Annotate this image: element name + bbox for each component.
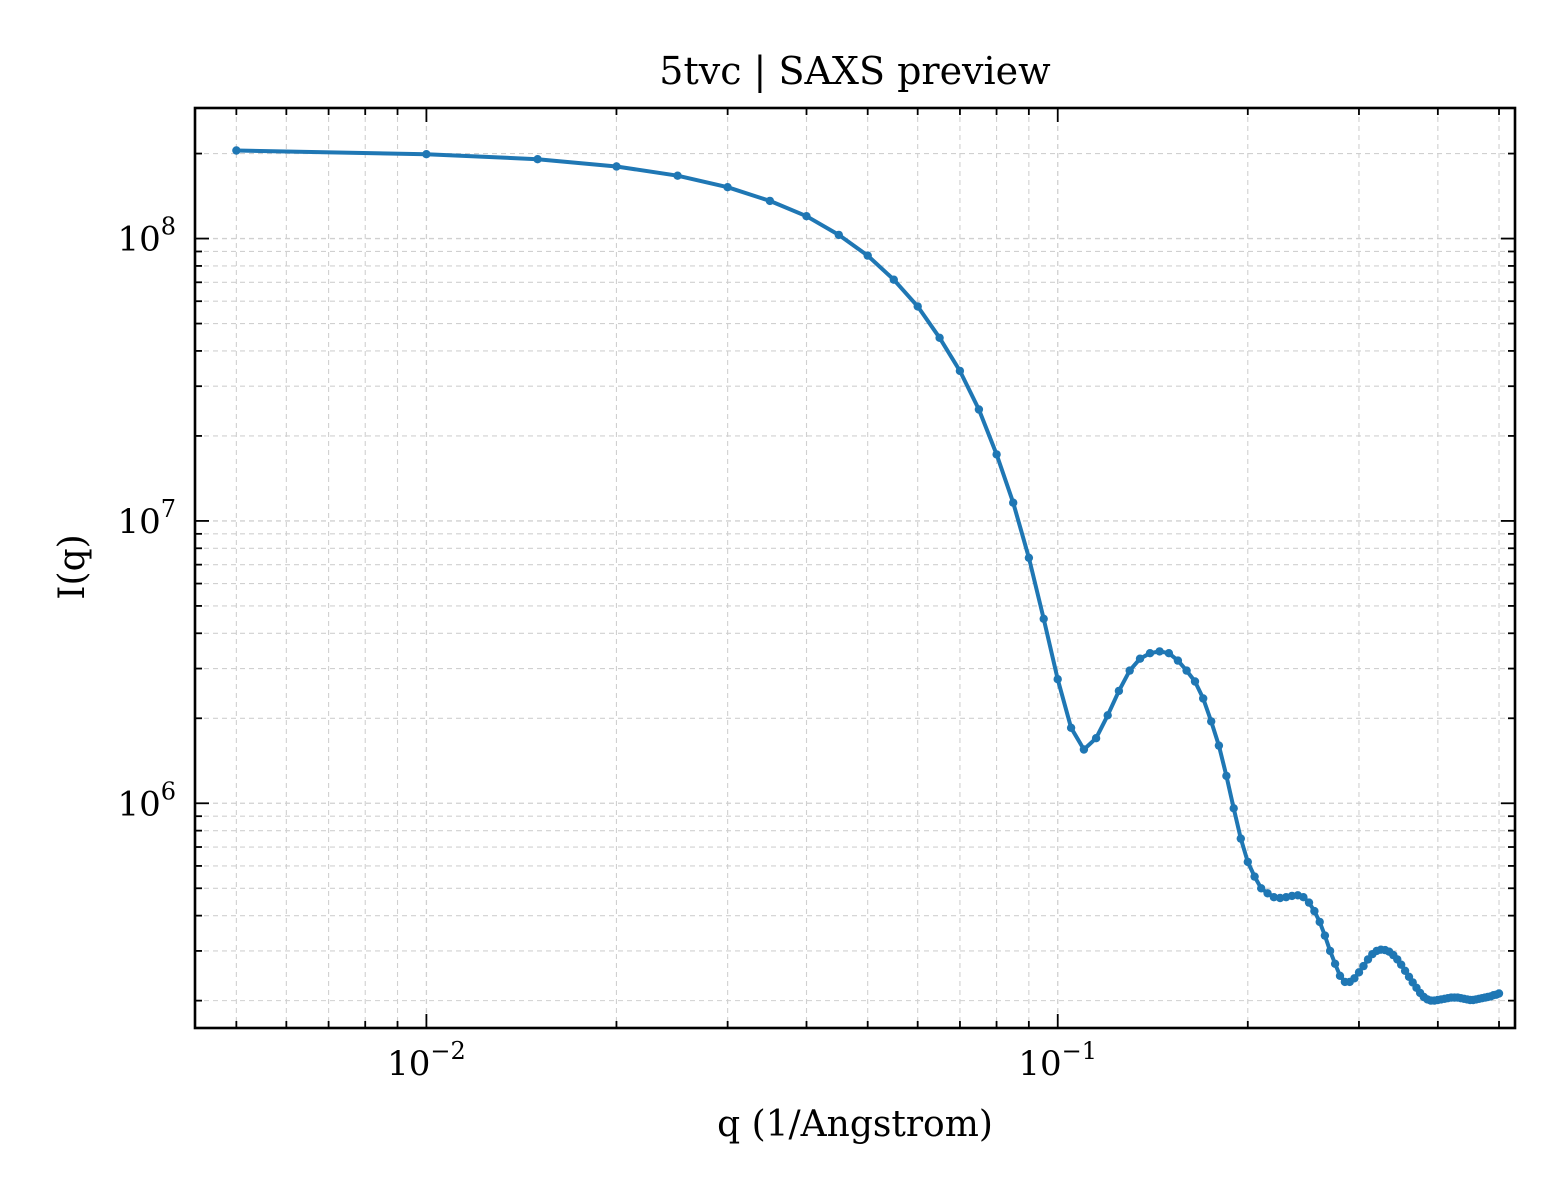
data-point	[1125, 666, 1134, 675]
data-point	[913, 302, 922, 311]
data-point	[1263, 889, 1272, 898]
data-point	[955, 366, 965, 376]
data-point	[889, 275, 898, 284]
data-point	[1009, 498, 1018, 507]
major-grid	[195, 108, 1515, 1028]
data-point	[1214, 741, 1224, 750]
x-tick-label: 10−1	[1018, 1037, 1097, 1084]
y-tick-label: 108	[117, 213, 176, 260]
y-axis-label: I(q)	[52, 534, 93, 599]
data-point	[1039, 614, 1048, 623]
minor-grid	[195, 108, 1515, 1028]
data-point	[1199, 694, 1208, 703]
data-point	[1173, 656, 1183, 665]
data-point	[1103, 711, 1112, 720]
data-point	[612, 162, 621, 171]
data-point	[1299, 893, 1308, 902]
data-point	[1164, 649, 1174, 658]
data-point	[1190, 677, 1200, 686]
chart-title: 5tvc | SAXS preview	[659, 49, 1051, 93]
data-point	[802, 212, 811, 221]
y-tick-label: 106	[117, 777, 176, 824]
data-point	[1155, 647, 1164, 656]
data-point	[1257, 884, 1266, 893]
data-point	[1207, 717, 1216, 726]
data-point	[834, 230, 843, 240]
data-point	[673, 171, 682, 180]
data-point	[1243, 857, 1253, 867]
data-point	[1320, 931, 1330, 940]
data-point	[1053, 675, 1062, 684]
data-point	[1400, 966, 1410, 975]
data-point	[1145, 649, 1155, 658]
data-point	[1397, 960, 1406, 969]
data-point	[1236, 834, 1246, 843]
data-point	[533, 155, 542, 164]
data-point	[765, 196, 775, 206]
data-point	[1222, 771, 1231, 781]
data-point	[1325, 946, 1335, 956]
data-point	[1354, 968, 1364, 977]
data-point	[1494, 989, 1504, 998]
x-tick-label: 10−2	[387, 1037, 466, 1084]
data-point	[974, 405, 984, 414]
data-point	[1310, 906, 1319, 916]
data-point	[863, 251, 872, 260]
data-point	[1182, 666, 1191, 675]
data-point	[1315, 917, 1324, 927]
data-point	[723, 183, 732, 192]
data-point	[1359, 961, 1368, 971]
data-point	[1091, 734, 1101, 743]
data-point	[1350, 974, 1359, 983]
data-point	[992, 450, 1001, 459]
data-point	[1330, 959, 1340, 968]
tick-labels: 10−2 10−1 106 107 108	[117, 213, 1097, 1084]
data-point	[1024, 553, 1034, 562]
data-point	[422, 150, 431, 159]
data-point	[935, 333, 944, 342]
data-point	[1135, 654, 1145, 663]
plot-area-frame	[193, 106, 1517, 1030]
data-point	[1335, 971, 1345, 980]
series-layer	[232, 146, 1504, 1005]
data-point	[1066, 723, 1076, 732]
data-point	[1229, 804, 1238, 813]
data-point	[232, 146, 241, 155]
data-point	[1079, 745, 1089, 754]
y-tick-label: 107	[117, 495, 176, 542]
data-point	[1304, 898, 1314, 907]
data-point	[1114, 686, 1124, 696]
x-axis-label: q (1/Angstrom)	[717, 1104, 993, 1145]
data-point	[1269, 893, 1279, 902]
data-point	[1250, 872, 1259, 881]
